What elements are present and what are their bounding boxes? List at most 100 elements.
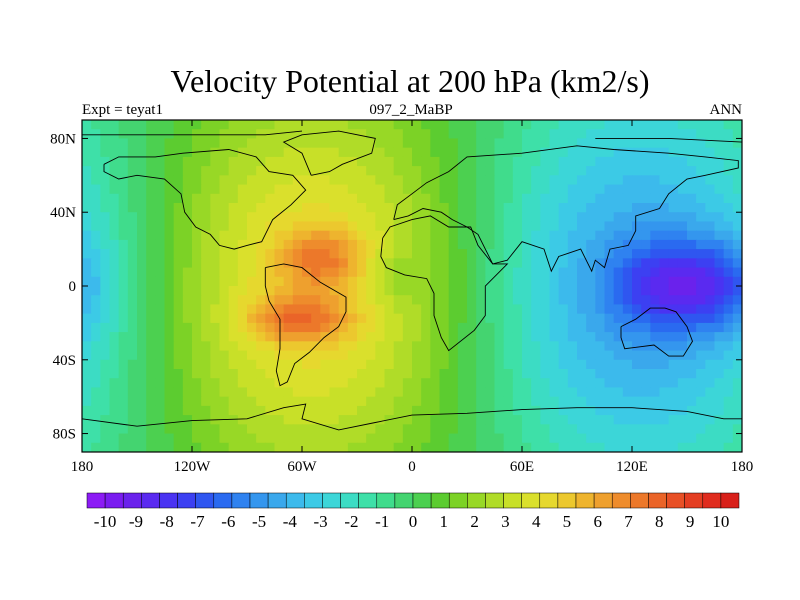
field-cell <box>100 387 111 398</box>
field-cell <box>439 369 450 379</box>
field-cell <box>604 138 615 149</box>
field-cell <box>237 129 248 140</box>
field-cell <box>430 239 441 250</box>
field-cell <box>613 203 624 213</box>
field-cell <box>723 433 734 444</box>
field-cell <box>155 295 166 306</box>
field-cell <box>531 442 541 452</box>
field-cell <box>256 286 266 296</box>
field-cell <box>219 387 230 398</box>
field-cell <box>531 193 541 204</box>
field-cell <box>82 295 92 306</box>
field-cell <box>311 378 321 389</box>
field-cell <box>622 396 633 407</box>
field-cell <box>265 424 276 435</box>
field-cell <box>558 258 569 269</box>
field-cell <box>366 258 376 269</box>
field-cell <box>567 415 578 425</box>
field-cell <box>613 166 624 176</box>
field-cell <box>265 166 276 176</box>
field-cell <box>91 387 101 398</box>
field-cell <box>357 322 367 333</box>
field-cell <box>421 193 431 204</box>
field-cell <box>503 276 514 287</box>
field-cell <box>732 415 742 425</box>
field-cell <box>256 212 266 223</box>
field-cell <box>696 147 706 158</box>
field-cell <box>732 267 742 278</box>
field-cell <box>173 147 184 158</box>
field-cell <box>604 239 615 250</box>
field-cell <box>357 249 367 259</box>
field-cell <box>439 239 450 250</box>
field-cell <box>732 350 742 361</box>
field-cell <box>430 203 441 213</box>
field-cell <box>375 378 386 389</box>
field-cell <box>164 286 175 296</box>
field-cell <box>439 295 450 306</box>
field-cell <box>137 332 147 342</box>
field-cell <box>146 295 156 306</box>
field-cell <box>219 332 230 342</box>
field-cell <box>522 120 532 130</box>
field-cell <box>668 267 679 278</box>
field-cell <box>237 387 248 398</box>
field-cell <box>421 405 431 416</box>
field-cell <box>567 276 578 287</box>
field-cell <box>448 396 459 407</box>
field-cell <box>632 175 642 186</box>
field-cell <box>577 239 587 250</box>
field-cell <box>622 350 633 361</box>
field-cell <box>641 212 651 223</box>
field-cell <box>531 249 541 259</box>
field-cell <box>265 332 276 342</box>
field-cell <box>302 203 312 213</box>
field-cell <box>100 341 111 352</box>
field-cell <box>237 175 248 186</box>
field-cell <box>421 295 431 306</box>
field-cell <box>558 359 569 370</box>
field-cell <box>265 258 276 269</box>
field-cell <box>237 258 248 269</box>
field-cell <box>182 258 193 269</box>
field-cell <box>485 249 496 259</box>
field-cell <box>457 387 468 398</box>
field-cell <box>705 341 716 352</box>
colorbar-label: 4 <box>532 512 541 531</box>
field-cell <box>641 276 651 287</box>
field-cell <box>329 156 340 167</box>
field-cell <box>357 286 367 296</box>
field-cell <box>421 378 431 389</box>
field-cell <box>402 129 413 140</box>
field-cell <box>237 203 248 213</box>
field-cell <box>366 304 376 315</box>
field-cell <box>118 378 129 389</box>
field-cell <box>567 332 578 342</box>
field-cell <box>228 424 239 435</box>
field-cell <box>558 350 569 361</box>
field-cell <box>384 378 395 389</box>
coastline <box>82 130 303 136</box>
field-cell <box>641 267 651 278</box>
field-cell <box>677 175 688 186</box>
field-cell <box>283 405 294 416</box>
field-cell <box>558 267 569 278</box>
field-cell <box>421 369 431 379</box>
field-cell <box>82 369 92 379</box>
field-cell <box>512 221 523 232</box>
field-cell <box>604 120 615 130</box>
field-cell <box>146 156 156 167</box>
field-cell <box>586 212 596 223</box>
field-cell <box>146 286 156 296</box>
field-cell <box>137 378 147 389</box>
field-cell <box>91 138 101 149</box>
field-cell <box>595 138 606 149</box>
field-cell <box>201 258 211 269</box>
field-cell <box>302 230 312 241</box>
field-cell <box>677 295 688 306</box>
field-cell <box>732 230 742 241</box>
field-cell <box>659 350 670 361</box>
field-cell <box>274 129 285 140</box>
field-cell <box>82 378 92 389</box>
field-cell <box>375 405 386 416</box>
